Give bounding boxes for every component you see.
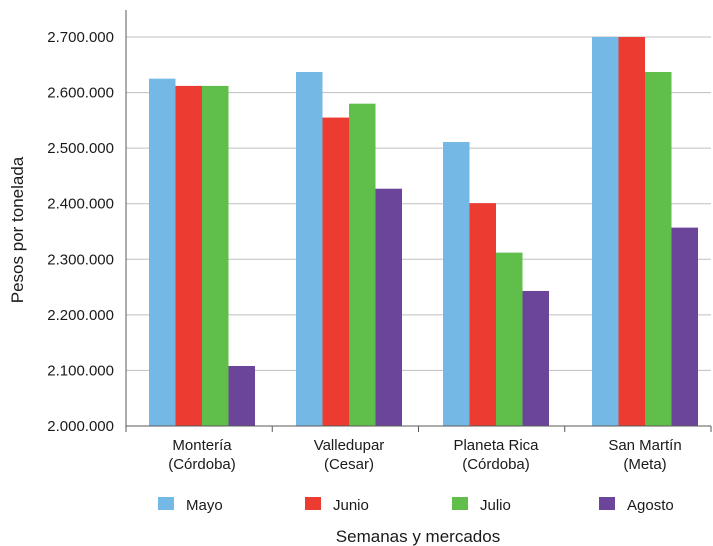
y-tick-label: 2.600.000: [47, 85, 114, 102]
legend-label-agosto: Agosto: [627, 497, 674, 514]
y-axis-title: Pesos por tonelada: [8, 156, 27, 303]
bar-agosto-2: [375, 188, 402, 426]
y-tick-label: 2.400.000: [47, 196, 114, 213]
bar-agosto-1: [228, 365, 255, 426]
bar-julio-4: [645, 72, 672, 426]
x-category-label: (Córdoba): [462, 456, 530, 473]
x-category-label: (Cesar): [324, 456, 374, 473]
y-tick-label: 2.700.000: [47, 29, 114, 46]
legend-swatch-mayo: [158, 497, 174, 510]
legend-swatch-junio: [305, 497, 321, 510]
bar-julio-1: [202, 85, 229, 426]
legend-label-julio: Julio: [480, 497, 511, 514]
x-category-label: San Martín: [608, 437, 681, 454]
bar-agosto-4: [671, 227, 698, 426]
y-tick-label: 2.200.000: [47, 307, 114, 324]
y-tick-label: 2.500.000: [47, 140, 114, 157]
legend: Mayo Junio Julio Agosto: [158, 497, 674, 514]
axes: [125, 10, 712, 432]
bar-mayo-1: [149, 78, 176, 426]
x-category-labels: Montería (Córdoba) Valledupar (Cesar) Planet…: [168, 437, 681, 473]
legend-label-junio: Junio: [333, 497, 369, 514]
x-category-label: Montería: [172, 437, 232, 454]
x-category-label: (Meta): [623, 456, 666, 473]
bar-mayo-2: [296, 72, 323, 426]
bar-julio-2: [349, 103, 376, 426]
bar-junio-1: [175, 85, 202, 426]
bar-julio-3: [496, 252, 523, 426]
y-tick-label: 2.300.000: [47, 251, 114, 268]
x-category-label: (Córdoba): [168, 456, 236, 473]
y-tick-label: 2.000.000: [47, 418, 114, 435]
y-tick-labels: 2.000.000 2.100.000 2.200.000 2.300.000 2.40…: [47, 29, 114, 435]
bar-junio-4: [618, 37, 645, 426]
legend-swatch-agosto: [599, 497, 615, 510]
bars: [149, 37, 698, 426]
bar-junio-3: [469, 203, 496, 426]
x-axis-title: Semanas y mercados: [336, 527, 500, 546]
bar-junio-2: [322, 117, 349, 426]
bar-agosto-3: [522, 290, 549, 426]
x-category-label: Planeta Rica: [453, 437, 539, 454]
legend-swatch-julio: [452, 497, 468, 510]
bar-mayo-3: [443, 142, 470, 426]
bar-mayo-4: [592, 37, 619, 426]
legend-label-mayo: Mayo: [186, 497, 223, 514]
x-category-label: Valledupar: [314, 437, 385, 454]
y-tick-label: 2.100.000: [47, 362, 114, 379]
